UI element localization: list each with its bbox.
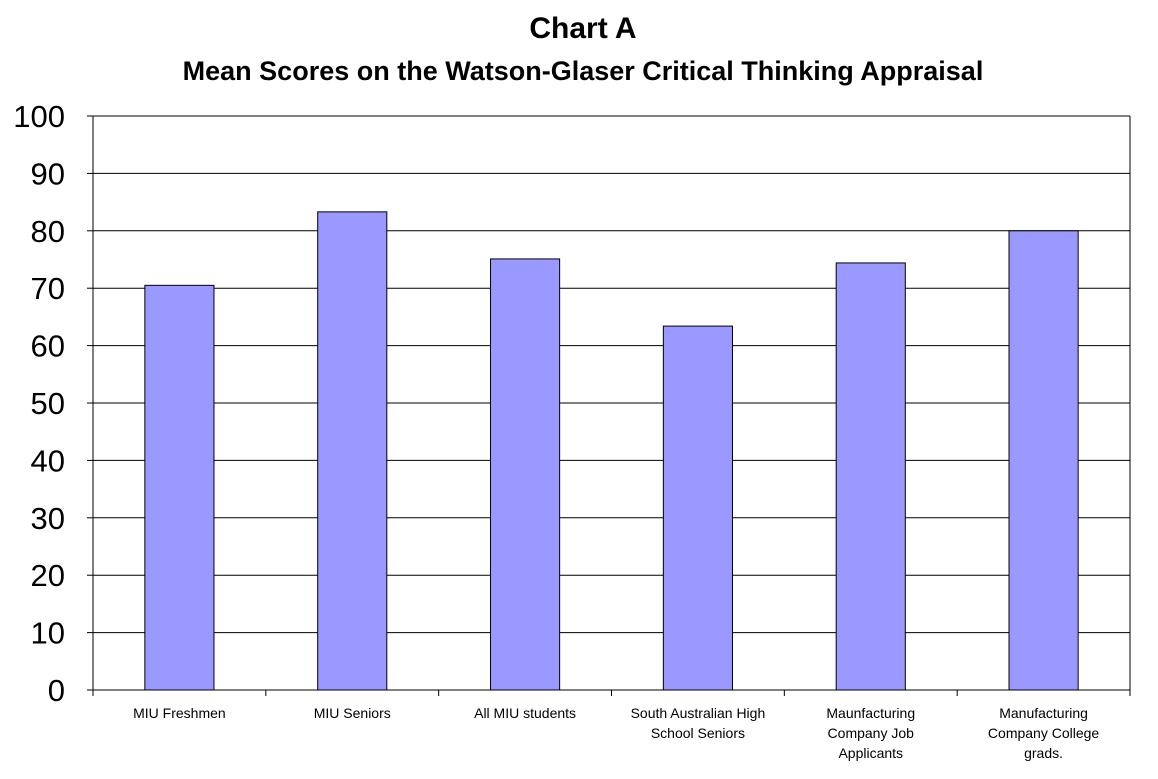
y-tick-label: 70: [31, 271, 65, 306]
x-tick-label-line: grads.: [1024, 745, 1063, 761]
x-tick-label: MIU Seniors: [314, 705, 391, 721]
bars: [144, 211, 1079, 691]
y-tick-label: 20: [31, 558, 65, 593]
x-tick-label: Manufacturing Company College grads.: [988, 705, 1099, 761]
chart-subtitle: Mean Scores on the Watson-Glaser Critica…: [182, 56, 984, 86]
x-tick-label-line: Applicants: [838, 745, 903, 761]
x-tick-label-line: MIU Seniors: [314, 705, 391, 721]
y-axis-ticks: 0 10 20 30 40 50 60 70 80 90 100: [13, 99, 65, 708]
bar: [1008, 230, 1079, 691]
axes: [87, 115, 1131, 696]
x-tick-label: All MIU students: [474, 705, 576, 721]
y-tick-label: 90: [31, 156, 65, 191]
x-tick-label-line: School Seniors: [651, 725, 745, 741]
x-tick-label-line: Company Job: [828, 725, 915, 741]
x-tick-label-line: Company College: [988, 725, 1099, 741]
x-tick-label-line: Manufacturing: [999, 705, 1088, 721]
x-tick-label-line: Maunfacturing: [826, 705, 915, 721]
y-tick-label: 30: [31, 501, 65, 536]
y-tick-label: 60: [31, 329, 65, 364]
y-tick-label: 100: [13, 99, 65, 134]
x-tick-label: Maunfacturing Company Job Applicants: [826, 705, 915, 761]
bar: [317, 211, 388, 691]
bar: [490, 258, 561, 691]
x-tick-label: MIU Freshmen: [133, 705, 226, 721]
x-tick-label-line: All MIU students: [474, 705, 576, 721]
y-tick-label: 80: [31, 214, 65, 249]
x-tick-label-line: MIU Freshmen: [133, 705, 226, 721]
bar: [144, 284, 215, 691]
x-axis-ticks: MIU Freshmen MIU Seniors All MIU students S…: [133, 705, 1099, 761]
y-tick-label: 0: [48, 673, 65, 708]
y-tick-label: 10: [31, 616, 65, 651]
y-tick-label: 50: [31, 386, 65, 421]
bar: [835, 262, 906, 691]
y-tick-label: 40: [31, 443, 65, 478]
x-tick-label: South Australian High School Seniors: [631, 705, 766, 741]
chart-title: Chart A: [529, 12, 637, 45]
gridlines: [93, 115, 1130, 690]
x-tick-label-line: South Australian High: [631, 705, 766, 721]
bar: [662, 325, 733, 691]
